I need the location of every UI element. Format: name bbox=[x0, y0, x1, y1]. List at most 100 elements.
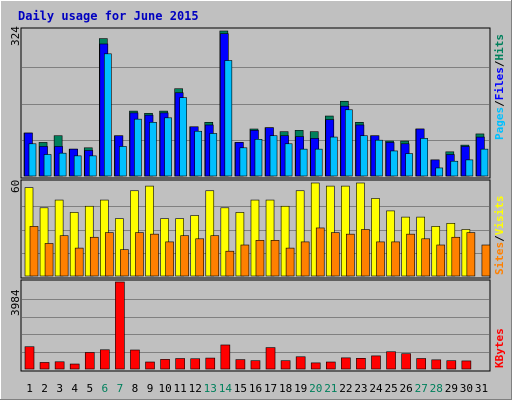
pages-bar bbox=[314, 148, 323, 177]
sites-bar bbox=[376, 241, 385, 277]
pages-bar bbox=[179, 97, 187, 177]
sites-bar bbox=[391, 241, 400, 277]
day-label: 21 bbox=[324, 382, 337, 395]
kbytes-bar bbox=[24, 346, 35, 370]
mid-legend: Sites/Visits bbox=[493, 196, 506, 276]
day-label: 29 bbox=[445, 382, 458, 395]
pages-bar bbox=[43, 154, 52, 177]
chart-title: Daily usage for June 2015 bbox=[18, 9, 199, 23]
kbytes-bar bbox=[115, 281, 125, 370]
pages-bar bbox=[284, 143, 293, 177]
pages-bar bbox=[164, 117, 172, 177]
pages-bar bbox=[435, 167, 444, 177]
kbytes-bar bbox=[431, 359, 442, 370]
day-label: 27 bbox=[415, 382, 428, 395]
pages-bar bbox=[420, 138, 428, 177]
sites-bar bbox=[105, 232, 114, 277]
day-label: 19 bbox=[294, 382, 307, 395]
kbytes-bar bbox=[160, 359, 170, 370]
kbytes-bar bbox=[295, 356, 306, 370]
pages-bar bbox=[239, 147, 248, 177]
kbytes-bar bbox=[69, 363, 80, 370]
pages-bar bbox=[209, 133, 218, 177]
kbytes-bar bbox=[235, 359, 246, 370]
day-label: 9 bbox=[147, 382, 154, 395]
visits-bar bbox=[250, 199, 260, 277]
day-label: 12 bbox=[189, 382, 202, 395]
chart-bars bbox=[23, 30, 491, 370]
sites-bar bbox=[74, 247, 84, 277]
legend-sites: Sites bbox=[493, 242, 506, 275]
day-label: 30 bbox=[460, 382, 473, 395]
sites-bar bbox=[135, 232, 144, 277]
sites-bar bbox=[59, 235, 69, 277]
day-label: 11 bbox=[174, 382, 187, 395]
day-label: 6 bbox=[102, 382, 109, 395]
sites-bar bbox=[300, 241, 310, 277]
visits-bar bbox=[115, 218, 124, 277]
sites-bar bbox=[361, 229, 370, 277]
kbytes-bar bbox=[145, 361, 155, 370]
kbytes-bar bbox=[130, 349, 140, 370]
kbytes-bar bbox=[265, 347, 276, 370]
sites-bar bbox=[225, 250, 235, 277]
day-label: 22 bbox=[339, 382, 352, 395]
sites-bar bbox=[29, 226, 39, 277]
sites-bar bbox=[481, 244, 491, 277]
bot-legend: KBytes bbox=[493, 328, 506, 368]
pages-bar bbox=[28, 143, 37, 177]
visits-bar bbox=[235, 212, 245, 277]
sites-bar bbox=[89, 236, 99, 277]
visits-bar bbox=[69, 212, 79, 277]
day-label: 31 bbox=[475, 382, 488, 395]
kbytes-bar bbox=[100, 349, 110, 370]
day-label: 13 bbox=[204, 382, 217, 395]
sites-bar bbox=[195, 238, 205, 277]
day-label: 28 bbox=[430, 382, 443, 395]
sites-bar bbox=[44, 243, 54, 277]
kbytes-bar bbox=[356, 357, 366, 370]
legend-pages: Pages bbox=[493, 107, 506, 140]
kbytes-bar bbox=[250, 360, 261, 370]
sites-bar bbox=[285, 247, 295, 277]
visits-bar bbox=[280, 205, 290, 277]
legend-sep-2: / bbox=[493, 60, 506, 67]
bot-max-label: 3984 bbox=[9, 289, 22, 316]
mid-max-label: 60 bbox=[9, 180, 22, 193]
legend-visits: Visits bbox=[493, 196, 506, 236]
panel-bot-bg bbox=[20, 279, 491, 372]
pages-bar bbox=[194, 130, 203, 177]
kbytes-bar bbox=[220, 344, 231, 370]
pages-bar bbox=[465, 159, 474, 177]
pages-bar bbox=[375, 139, 383, 177]
visits-bar bbox=[220, 207, 230, 277]
pages-bar bbox=[480, 148, 489, 177]
kbytes-bar bbox=[190, 358, 201, 370]
kbytes-bar bbox=[84, 352, 95, 370]
pages-bar bbox=[254, 139, 263, 177]
day-label: 4 bbox=[71, 382, 78, 395]
pages-bar bbox=[450, 160, 459, 177]
kbytes-bar bbox=[325, 361, 336, 370]
day-label: 7 bbox=[117, 382, 124, 395]
day-label: 1 bbox=[26, 382, 33, 395]
day-label: 3 bbox=[56, 382, 63, 395]
pages-bar bbox=[224, 60, 233, 177]
legend-files: Files bbox=[493, 67, 506, 100]
kbytes-bar bbox=[54, 361, 65, 370]
sites-bar bbox=[120, 249, 129, 277]
day-label: 8 bbox=[132, 382, 139, 395]
legend-sep-3: / bbox=[493, 235, 506, 242]
pages-bar bbox=[390, 150, 398, 177]
visits-bar bbox=[341, 185, 350, 277]
kbytes-bar bbox=[310, 362, 321, 370]
visits-bar bbox=[265, 199, 275, 277]
legend-hits: Hits bbox=[493, 34, 506, 61]
pages-bar bbox=[73, 155, 82, 177]
kbytes-bar bbox=[175, 358, 185, 370]
kbytes-bar bbox=[416, 358, 426, 370]
sites-bar bbox=[421, 238, 430, 277]
day-label: 2 bbox=[41, 382, 48, 395]
sites-bar bbox=[240, 244, 250, 277]
